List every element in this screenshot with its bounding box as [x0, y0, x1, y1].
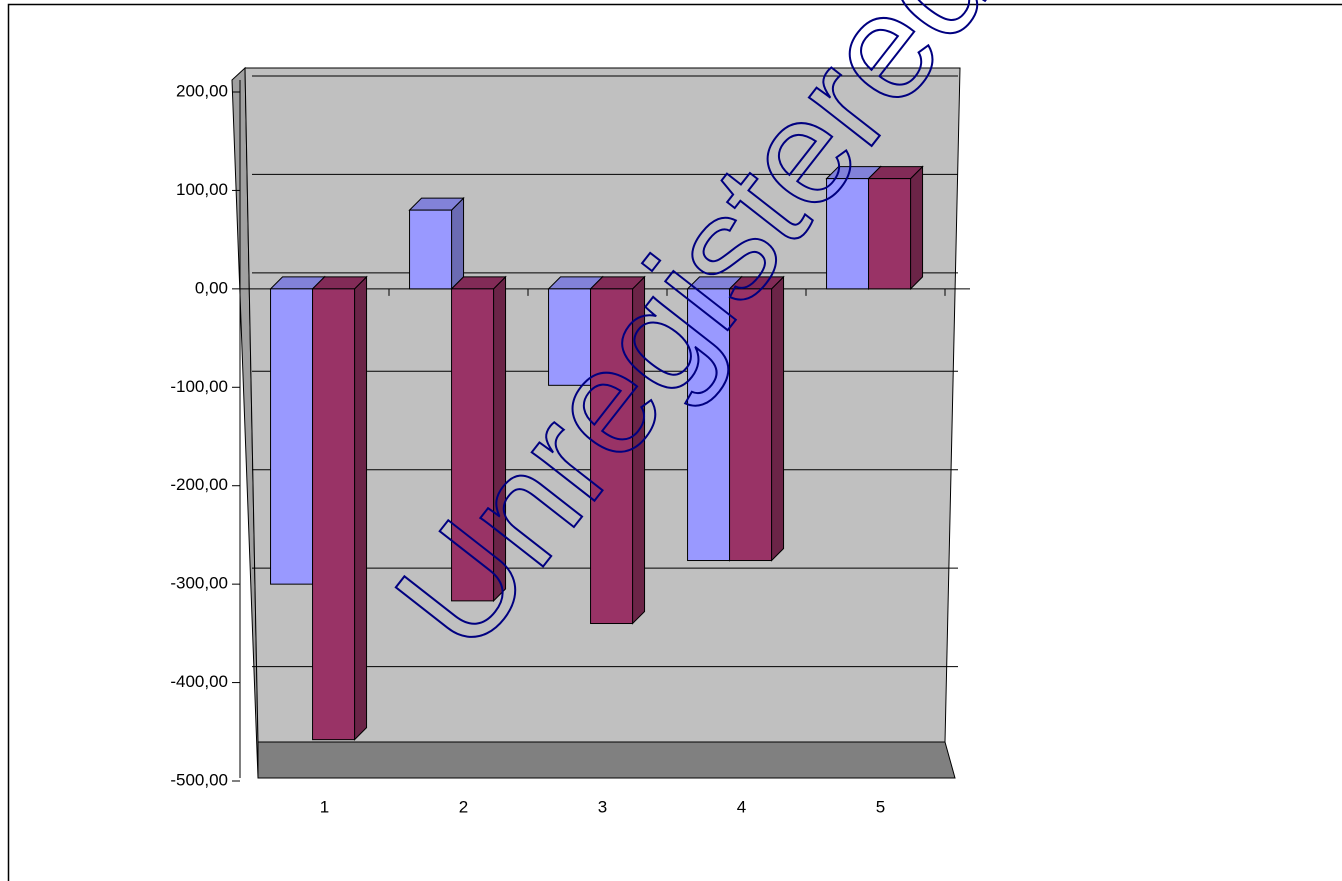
x-tick-label: 5: [876, 797, 885, 816]
bar-front: [548, 288, 592, 386]
bar-front: [729, 288, 773, 562]
y-tick-label: -300,00: [170, 574, 228, 593]
bar-front: [868, 178, 912, 290]
bar-front: [687, 288, 731, 562]
y-tick-label: -400,00: [170, 672, 228, 691]
y-tick-label: -200,00: [170, 475, 228, 494]
bar-front: [826, 178, 870, 290]
x-tick-label: 2: [459, 797, 468, 816]
bar: [311, 275, 368, 741]
y-tick-label: -100,00: [170, 377, 228, 396]
bar-front: [409, 209, 453, 290]
bar: [589, 275, 646, 625]
y-tick-label: 100,00: [176, 180, 228, 199]
bar: [450, 275, 507, 603]
floor: [257, 741, 956, 779]
bar-front: [451, 288, 495, 602]
bar: [408, 196, 465, 291]
bar-side: [910, 165, 924, 291]
bar: [867, 165, 924, 291]
bar-side: [451, 196, 465, 291]
bar-front: [312, 288, 356, 741]
bar-front: [590, 288, 634, 625]
bar-side: [354, 275, 368, 741]
x-tick-label: 4: [737, 797, 746, 816]
x-tick-label: 3: [598, 797, 607, 816]
bar-front: [270, 288, 314, 585]
y-tick-label: 0,00: [195, 278, 228, 297]
y-tick-label: -500,00: [170, 770, 228, 789]
y-tick-label: 200,00: [176, 81, 228, 100]
x-tick-label: 1: [320, 797, 329, 816]
bar: [728, 275, 785, 562]
